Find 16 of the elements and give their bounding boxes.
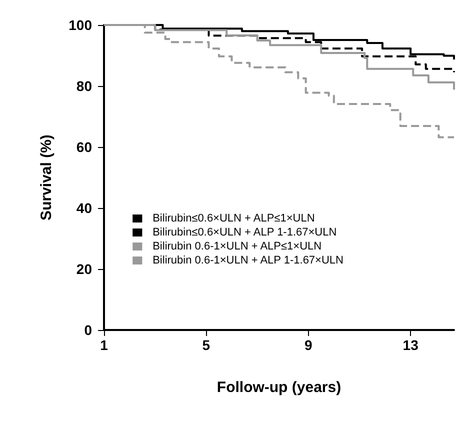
legend-label: Bilirubin≤0.6×ULN + ALP≤1×ULN (152, 212, 315, 224)
x-axis-title: Follow-up (years) (216, 379, 342, 396)
y-axis-title: Survival (%) (38, 134, 55, 220)
y-tick-label: 100 (68, 17, 92, 33)
legend-label: Bilirubin 0.6-1×ULN + ALP≤1×ULN (152, 240, 322, 252)
y-tick-label: 80 (76, 78, 92, 94)
legend-label: Bilirubin≤0.6×ULN + ALP 1-1.67×ULN (152, 226, 337, 238)
x-tick-label: 9 (304, 337, 312, 353)
y-tick-label: 20 (76, 261, 92, 277)
y-tick-label: 40 (76, 200, 92, 216)
x-tick-label: 13 (402, 337, 419, 353)
x-tick-label: 5 (202, 337, 210, 353)
legend-label: Bilirubin 0.6-1×ULN + ALP 1-1.67×ULN (152, 254, 344, 266)
y-tick-label: 60 (76, 139, 92, 155)
y-tick-label: 0 (84, 322, 92, 338)
x-tick-label: 1 (100, 337, 108, 353)
